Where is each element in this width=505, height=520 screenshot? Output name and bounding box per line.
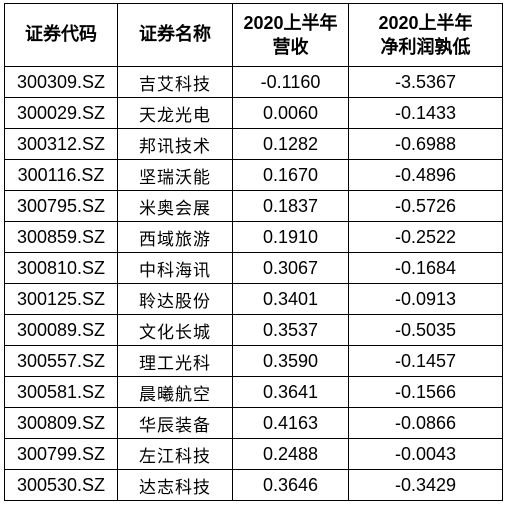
cell-profit: -0.3429 [348, 469, 503, 501]
cell-code: 300581.SZ [4, 376, 118, 408]
table-row: 300799.SZ 左江科技 0.2488 -0.0043 [4, 438, 503, 470]
cell-revenue: 0.3067 [232, 252, 349, 284]
cell-profit: -0.4896 [348, 159, 503, 191]
cell-revenue: 0.1837 [232, 190, 349, 222]
cell-name: 理工光科 [117, 345, 233, 377]
cell-revenue: 0.2488 [232, 438, 349, 470]
cell-profit: -0.5726 [348, 190, 503, 222]
header-profit: 2020上半年 净利润孰低 [348, 3, 503, 67]
table-row: 300116.SZ 坚瑞沃能 0.1670 -0.4896 [4, 159, 503, 191]
stock-table: 证券代码 证券名称 2020上半年 营收 2020上半年 净利润孰低 30030… [4, 3, 503, 501]
cell-revenue: 0.1910 [232, 221, 349, 253]
cell-code: 300557.SZ [4, 345, 118, 377]
cell-profit: -0.5035 [348, 314, 503, 346]
cell-code: 300799.SZ [4, 438, 118, 470]
cell-name: 华辰装备 [117, 407, 233, 439]
cell-name: 文化长城 [117, 314, 233, 346]
cell-code: 300125.SZ [4, 283, 118, 315]
table-row: 300530.SZ 达志科技 0.3646 -0.3429 [4, 469, 503, 501]
header-revenue-line1: 2020上半年 [243, 13, 338, 33]
cell-name: 西域旅游 [117, 221, 233, 253]
cell-code: 300795.SZ [4, 190, 118, 222]
cell-profit: -0.2522 [348, 221, 503, 253]
cell-name: 米奥会展 [117, 190, 233, 222]
cell-profit: -0.0866 [348, 407, 503, 439]
cell-profit: -0.1457 [348, 345, 503, 377]
cell-profit: -0.1684 [348, 252, 503, 284]
table-row: 300029.SZ 天龙光电 0.0060 -0.1433 [4, 97, 503, 129]
cell-revenue: 0.1282 [232, 128, 349, 160]
table-row: 300312.SZ 邦讯技术 0.1282 -0.6988 [4, 128, 503, 160]
cell-code: 300809.SZ [4, 407, 118, 439]
cell-revenue: 0.3401 [232, 283, 349, 315]
cell-code: 300089.SZ [4, 314, 118, 346]
cell-name: 天龙光电 [117, 97, 233, 129]
table-row: 300810.SZ 中科海讯 0.3067 -0.1684 [4, 252, 503, 284]
cell-profit: -0.6988 [348, 128, 503, 160]
cell-profit: -3.5367 [348, 66, 503, 98]
cell-profit: -0.0913 [348, 283, 503, 315]
table-row: 300125.SZ 聆达股份 0.3401 -0.0913 [4, 283, 503, 315]
cell-revenue: 0.3646 [232, 469, 349, 501]
header-row: 证券代码 证券名称 2020上半年 营收 2020上半年 净利润孰低 [4, 3, 503, 67]
cell-name: 晨曦航空 [117, 376, 233, 408]
cell-code: 300116.SZ [4, 159, 118, 191]
header-profit-line1: 2020上半年 [378, 13, 473, 33]
cell-revenue: 0.3590 [232, 345, 349, 377]
cell-name: 聆达股份 [117, 283, 233, 315]
cell-code: 300810.SZ [4, 252, 118, 284]
cell-revenue: 0.3537 [232, 314, 349, 346]
table-row: 300557.SZ 理工光科 0.3590 -0.1457 [4, 345, 503, 377]
cell-name: 吉艾科技 [117, 66, 233, 98]
header-revenue: 2020上半年 营收 [232, 3, 349, 67]
cell-profit: -0.1433 [348, 97, 503, 129]
cell-revenue: 0.4163 [232, 407, 349, 439]
table-row: 300795.SZ 米奥会展 0.1837 -0.5726 [4, 190, 503, 222]
cell-name: 邦讯技术 [117, 128, 233, 160]
table-row: 300581.SZ 晨曦航空 0.3641 -0.1566 [4, 376, 503, 408]
cell-code: 300029.SZ [4, 97, 118, 129]
cell-revenue: 0.0060 [232, 97, 349, 129]
table-row: 300309.SZ 吉艾科技 -0.1160 -3.5367 [4, 66, 503, 98]
table-body: 300309.SZ 吉艾科技 -0.1160 -3.5367 300029.SZ… [4, 66, 503, 501]
cell-revenue: 0.3641 [232, 376, 349, 408]
table-row: 300089.SZ 文化长城 0.3537 -0.5035 [4, 314, 503, 346]
cell-name: 坚瑞沃能 [117, 159, 233, 191]
table-row: 300809.SZ 华辰装备 0.4163 -0.0866 [4, 407, 503, 439]
cell-name: 达志科技 [117, 469, 233, 501]
table-row: 300859.SZ 西域旅游 0.1910 -0.2522 [4, 221, 503, 253]
cell-name: 左江科技 [117, 438, 233, 470]
header-profit-line2: 净利润孰低 [380, 37, 471, 57]
header-code: 证券代码 [4, 3, 118, 67]
cell-code: 300859.SZ [4, 221, 118, 253]
cell-code: 300530.SZ [4, 469, 118, 501]
cell-revenue: 0.1670 [232, 159, 349, 191]
header-revenue-line2: 营收 [272, 37, 309, 57]
header-name: 证券名称 [117, 3, 233, 67]
cell-code: 300312.SZ [4, 128, 118, 160]
cell-profit: -0.0043 [348, 438, 503, 470]
cell-name: 中科海讯 [117, 252, 233, 284]
cell-revenue: -0.1160 [232, 66, 349, 98]
cell-code: 300309.SZ [4, 66, 118, 98]
cell-profit: -0.1566 [348, 376, 503, 408]
